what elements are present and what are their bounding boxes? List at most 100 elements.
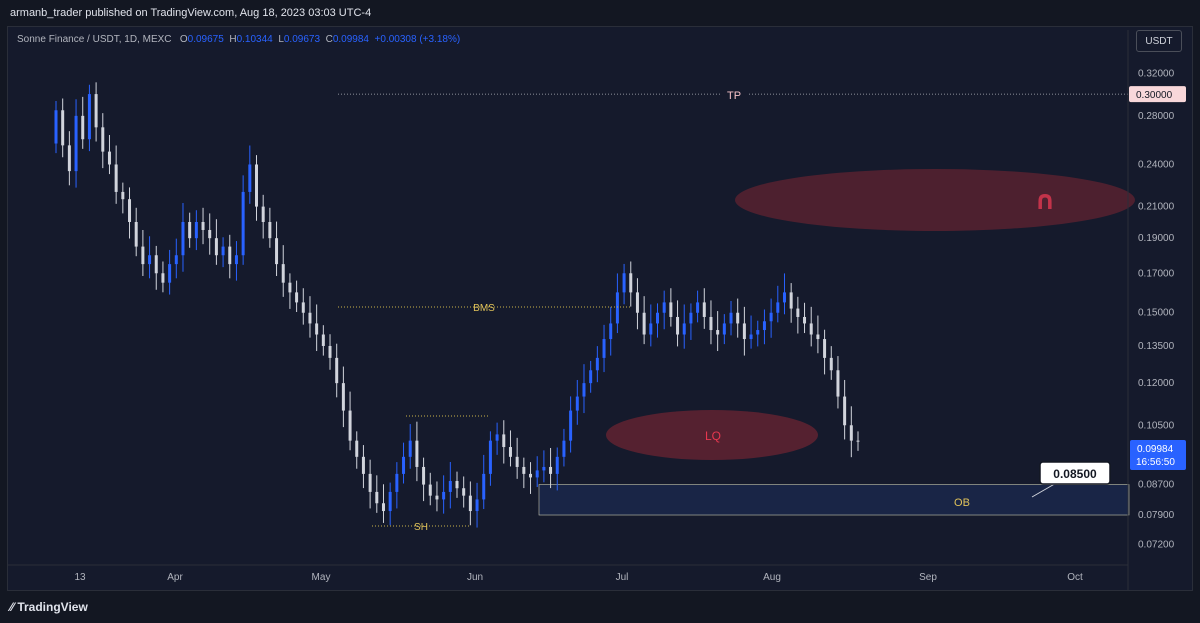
candle-body	[642, 312, 646, 335]
candle-body	[442, 491, 446, 500]
candle-body	[154, 255, 158, 274]
candle-body	[148, 255, 152, 265]
y-tick-label: 0.12000	[1138, 378, 1175, 389]
candle-body	[829, 357, 833, 371]
tv-icon: ⁄⁄	[10, 600, 18, 614]
candle-body	[134, 221, 138, 247]
lq-label: LQ	[705, 429, 721, 443]
candle-body	[161, 273, 165, 283]
candle-body	[803, 316, 807, 324]
time-axis: 13 Apr May Jun Jul Aug Sep Oct	[8, 564, 1128, 583]
target-price-callout	[1039, 461, 1111, 485]
candle-body	[629, 273, 633, 293]
y-tick-label: 0.15000	[1138, 308, 1175, 319]
candle-body	[402, 456, 406, 474]
candle-body	[315, 323, 319, 335]
candle-body	[214, 238, 218, 256]
open-label: O	[179, 34, 188, 45]
candle-body	[361, 456, 365, 474]
candle-body	[121, 191, 125, 200]
candle-body	[275, 238, 279, 265]
ob-label: OB	[954, 497, 970, 509]
price-axis: 0.32000 0.28000 0.24000 0.21000 0.19000 0.170…	[1127, 30, 1175, 590]
x-tick-label: 13	[74, 572, 86, 583]
candle-body	[107, 151, 111, 165]
candle-body	[656, 312, 659, 324]
candle-body	[101, 127, 105, 152]
candle-body	[595, 357, 599, 371]
candle-body	[716, 330, 720, 335]
candle-body	[515, 456, 519, 467]
x-tick-label: Sep	[919, 572, 937, 583]
candle-body	[816, 334, 820, 340]
candle-body	[555, 456, 559, 474]
symbol-label[interactable]: Sonne Finance / USDT, 1D, MEXC	[17, 34, 172, 45]
candle-body	[722, 323, 726, 335]
candle-body	[61, 110, 65, 146]
candle-body	[435, 495, 439, 500]
candle-body	[482, 473, 486, 500]
tp-label: TP	[727, 90, 741, 102]
ohlc-legend: Sonne Finance / USDT, 1D, MEXC O0.09675 …	[17, 34, 460, 45]
candle-body	[522, 466, 526, 474]
candle-body	[582, 383, 586, 397]
candle-body	[535, 470, 539, 478]
target-price-text: 0.08500	[1053, 467, 1097, 481]
candle-body	[261, 206, 265, 222]
currency-button[interactable]: USDT	[1136, 30, 1182, 52]
candle-body	[74, 115, 78, 172]
candle-body	[301, 302, 305, 313]
change-value: +0.00308 (+3.18%)	[374, 34, 461, 45]
order-block-zone	[538, 484, 1130, 516]
candle-body	[94, 94, 98, 128]
candle-body	[709, 316, 713, 331]
tradingview-logo: ⁄⁄ TradingView	[10, 600, 88, 614]
magnet-icon: ∩	[1034, 186, 1055, 216]
bms-label: BMS	[473, 303, 495, 314]
candle-body	[114, 164, 118, 192]
candle-body	[615, 292, 619, 324]
candle-body	[796, 308, 800, 317]
candle-body	[662, 302, 666, 313]
annotation-lines	[338, 93, 1128, 527]
target-zone	[735, 169, 1135, 231]
countdown-text: 16:56:50	[1136, 457, 1175, 468]
candle-body	[776, 302, 780, 313]
candle-body	[168, 264, 172, 283]
tp-label-bg	[720, 88, 748, 102]
x-tick-label: Apr	[167, 572, 183, 583]
candle-body	[368, 473, 372, 492]
candle-body	[462, 488, 466, 496]
candle-body	[228, 246, 232, 265]
candle-body	[676, 316, 680, 335]
candle-body	[141, 246, 145, 265]
annotation-labels: TP 0.30000 BMS SH LQ OB ∩ 0.08500 0.09984 16:56:5…	[414, 86, 1186, 533]
low-label: L	[278, 34, 284, 45]
y-tick-label: 0.21000	[1138, 202, 1175, 213]
candle-body	[428, 484, 432, 496]
last-price-text: 0.09984	[1137, 444, 1174, 455]
candle-body	[468, 495, 472, 512]
candle-body	[268, 221, 272, 239]
candle-body	[669, 302, 673, 317]
high-value: 0.10344	[236, 34, 273, 45]
close-value: 0.09984	[332, 34, 369, 45]
candle-body	[696, 302, 700, 313]
zones-layer	[538, 169, 1135, 516]
candle-body	[395, 473, 399, 492]
open-value: 0.09675	[187, 34, 224, 45]
x-tick-label: Jul	[616, 572, 629, 583]
low-value: 0.09673	[283, 34, 321, 45]
candle-body	[181, 221, 185, 256]
candle-body	[502, 434, 506, 448]
x-tick-label: May	[312, 572, 331, 583]
candle-body	[194, 221, 198, 239]
candle-body	[355, 440, 359, 457]
candle-body	[388, 491, 392, 512]
candle-body	[609, 323, 613, 340]
candle-body	[549, 466, 553, 474]
candle-body	[602, 339, 606, 358]
candle-body	[408, 440, 412, 457]
candle-body	[234, 255, 238, 265]
